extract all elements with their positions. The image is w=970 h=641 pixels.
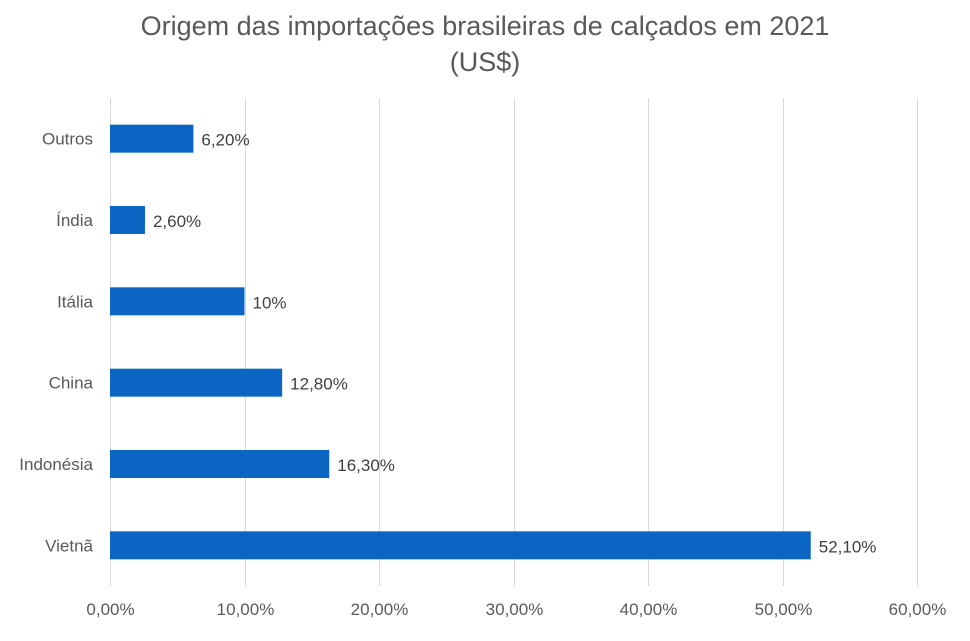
bar	[110, 206, 145, 234]
category-label: Outros	[42, 130, 93, 149]
x-tick-label: 40,00%	[620, 600, 678, 619]
x-tick-label: 20,00%	[351, 600, 409, 619]
data-label: 16,30%	[337, 456, 395, 475]
data-label: 52,10%	[819, 537, 877, 556]
chart-subtitle: (US$)	[449, 47, 521, 77]
category-label: Vietnã	[45, 536, 93, 555]
x-tick-label: 60,00%	[889, 600, 947, 619]
bar	[110, 287, 245, 316]
bar	[110, 368, 283, 397]
x-tick-label: 30,00%	[486, 600, 544, 619]
category-label: China	[49, 374, 94, 393]
x-tick-label: 10,00%	[217, 600, 275, 619]
x-tick-label: 0,00%	[86, 600, 134, 619]
data-label: 10%	[253, 293, 287, 312]
bar	[110, 124, 194, 153]
bar	[110, 531, 811, 560]
x-tick-label: 50,00%	[755, 600, 813, 619]
category-label: Itália	[57, 292, 93, 311]
chart-title-block: Origem das importações brasileiras de ca…	[0, 8, 970, 80]
chart-title: Origem das importações brasileiras de ca…	[140, 11, 830, 41]
category-label: Índia	[56, 211, 93, 230]
category-label: Indonésia	[19, 455, 93, 474]
data-label: 6,20%	[201, 131, 249, 150]
data-label: 12,80%	[290, 375, 348, 394]
data-label: 2,60%	[153, 212, 201, 231]
bar	[110, 450, 330, 478]
